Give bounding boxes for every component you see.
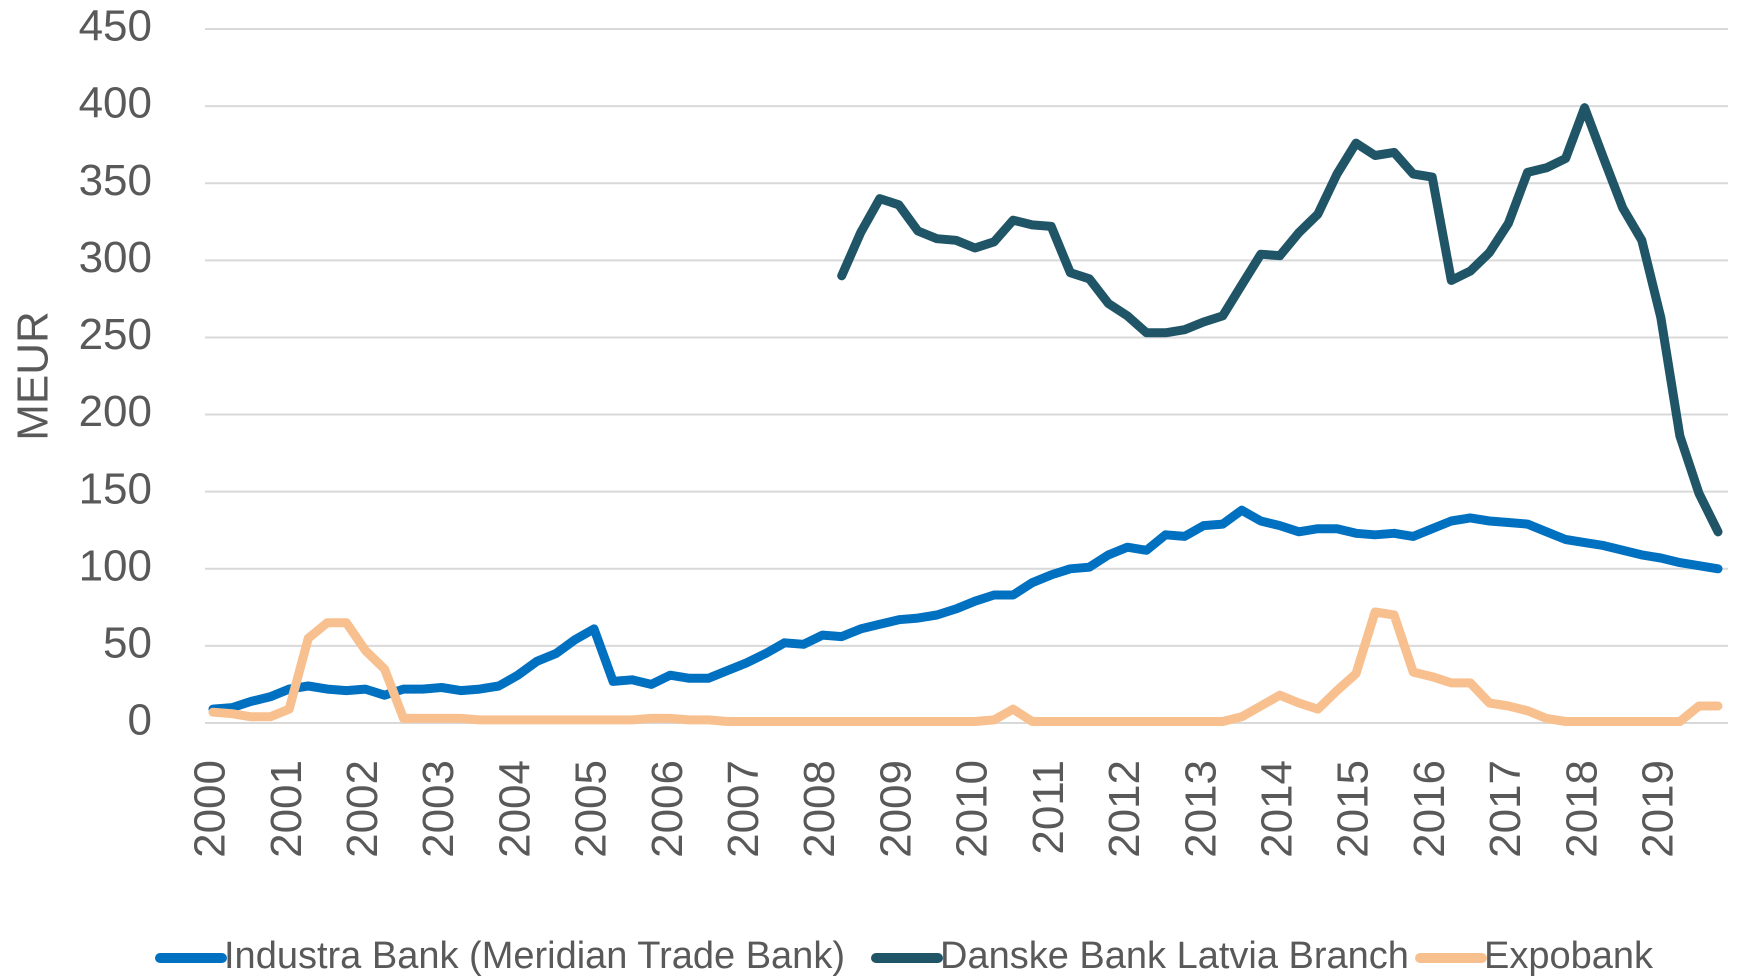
legend-label: Industra Bank (Meridian Trade Bank): [224, 935, 845, 977]
x-tick-label: 2014: [1252, 760, 1301, 858]
x-tick-label: 2001: [262, 760, 311, 858]
series-line: [208, 607, 1723, 726]
x-tick-label: 2009: [871, 760, 920, 858]
series-line: [208, 505, 1723, 714]
y-tick-label: 250: [79, 310, 152, 359]
x-tick-label: 2005: [567, 760, 616, 858]
x-tick-label: 2004: [490, 760, 539, 858]
x-tick-label: 2017: [1481, 760, 1530, 858]
y-tick-label: 300: [79, 233, 152, 282]
x-tick-label: 2010: [948, 760, 997, 858]
y-tick-label: 350: [79, 156, 152, 205]
x-tick-label: 2006: [643, 760, 692, 858]
x-tick-label: 2007: [719, 760, 768, 858]
series-line: [837, 103, 1723, 537]
y-axis-label: MEUR: [9, 311, 58, 441]
x-tick-label: 2013: [1176, 760, 1225, 858]
y-tick-label: 450: [79, 2, 152, 51]
x-tick-label: 2003: [414, 760, 463, 858]
y-tick-label: 400: [79, 79, 152, 128]
x-tick-label: 2018: [1557, 760, 1606, 858]
y-tick-label: 50: [103, 619, 152, 668]
legend-label: Danske Bank Latvia Branch: [940, 935, 1409, 977]
x-tick-label: 2012: [1100, 760, 1149, 858]
y-tick-label: 200: [79, 387, 152, 436]
y-tick-label: 100: [79, 541, 152, 590]
y-tick-label: 150: [79, 464, 152, 513]
x-tick-label: 2008: [795, 760, 844, 858]
x-tick-label: 2016: [1405, 760, 1454, 858]
legend-label: Expobank: [1484, 935, 1654, 977]
x-tick-label: 2002: [338, 760, 387, 858]
x-tick-label: 2015: [1329, 760, 1378, 858]
x-tick-label: 2011: [1024, 760, 1073, 855]
y-tick-label: 0: [128, 696, 152, 745]
x-tick-label: 2000: [186, 760, 235, 858]
x-tick-label: 2019: [1633, 760, 1682, 858]
